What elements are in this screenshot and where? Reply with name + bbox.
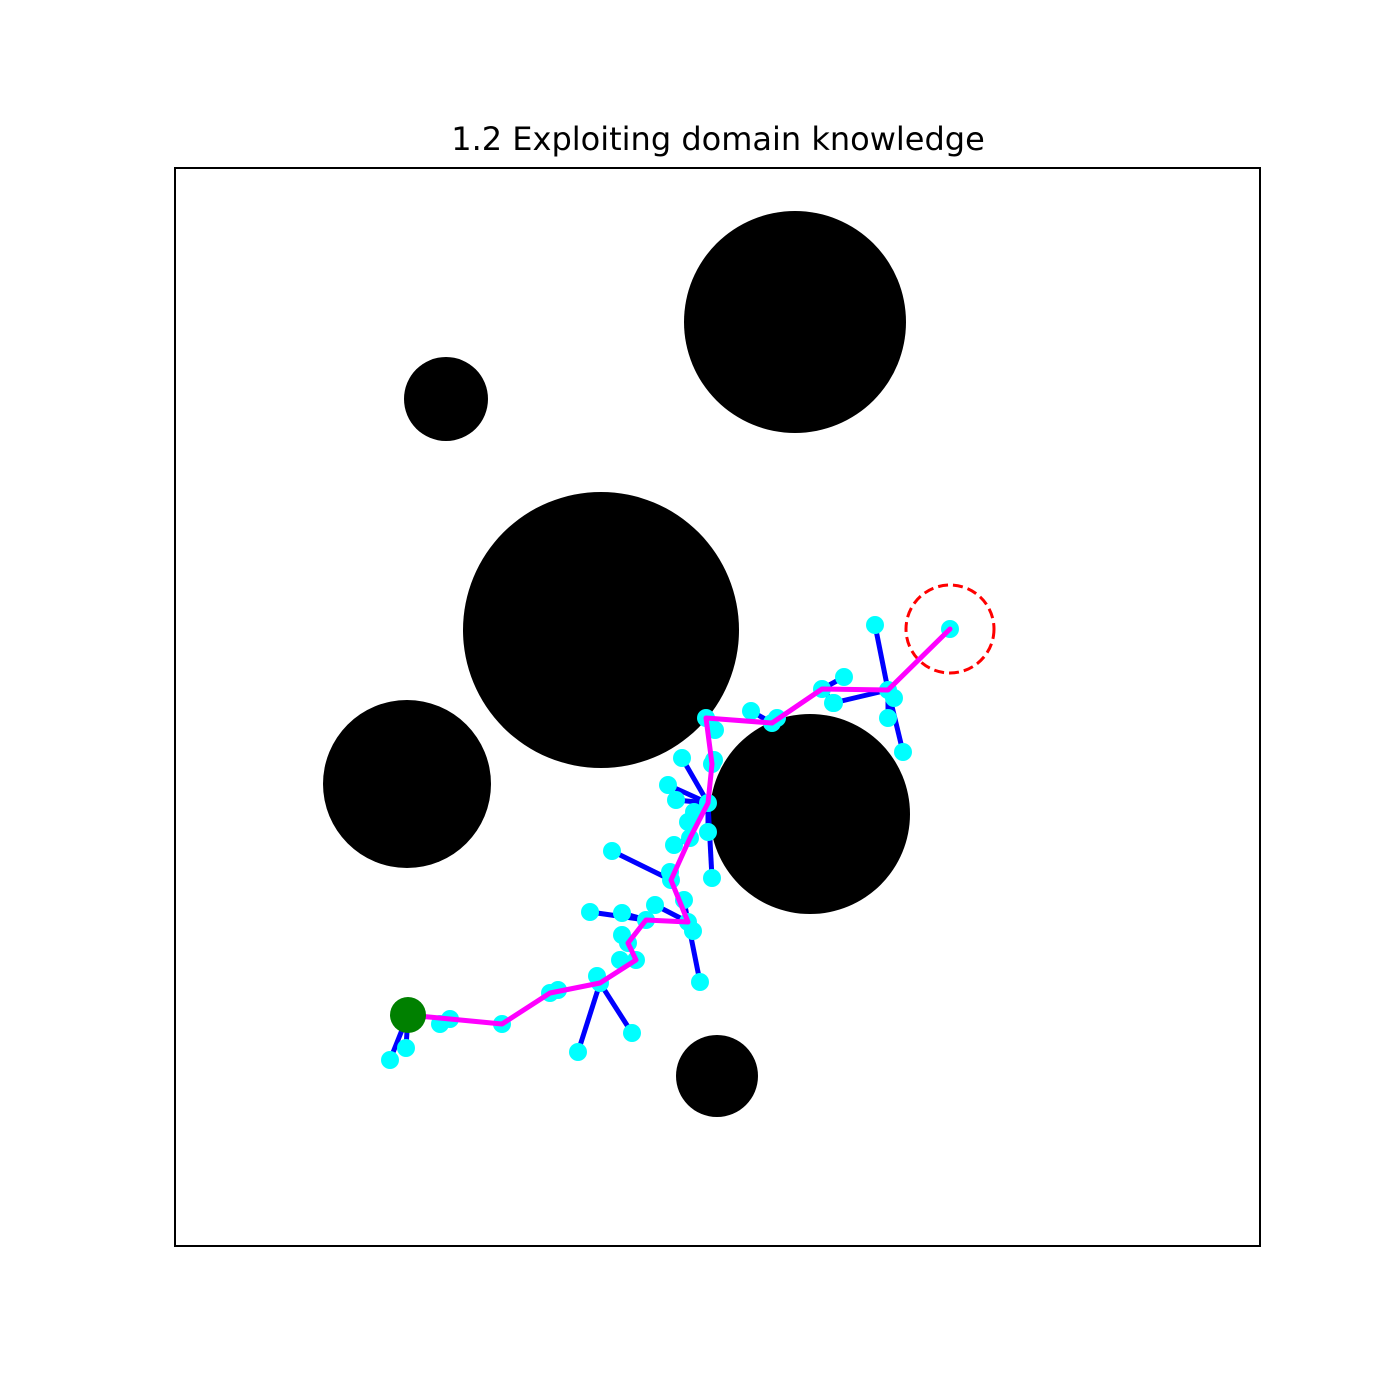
tree-node <box>613 904 631 922</box>
tree-node <box>879 709 897 727</box>
tree-edge <box>575 982 603 1053</box>
obstacle-left <box>323 700 491 868</box>
tree-edge <box>597 981 635 1035</box>
tree-node <box>894 743 912 761</box>
obstacle-right-center <box>710 714 910 914</box>
axes-frame <box>174 167 1261 1247</box>
tree-node <box>679 813 697 831</box>
tree-node <box>581 903 599 921</box>
tree-node <box>835 668 853 686</box>
tree-node <box>603 842 621 860</box>
tree-node <box>665 836 683 854</box>
tree-node <box>699 823 717 841</box>
tree-node <box>623 1024 641 1042</box>
tree-node <box>569 1043 587 1061</box>
tree-node <box>885 689 903 707</box>
tree-edge <box>872 624 891 691</box>
start-point <box>390 997 426 1033</box>
tree-node <box>381 1051 399 1069</box>
obstacle-small-bottom <box>676 1035 758 1117</box>
solution-path <box>405 626 953 1027</box>
obstacles <box>323 211 910 1117</box>
tree-node <box>659 776 677 794</box>
tree-node <box>613 926 631 944</box>
tree-node <box>646 896 664 914</box>
tree-node <box>667 791 685 809</box>
tree-node <box>691 973 709 991</box>
obstacle-small-top-left <box>404 357 488 441</box>
tree-node <box>703 869 721 887</box>
tree-node <box>742 702 760 720</box>
tree-node <box>866 616 884 634</box>
tree-node <box>673 749 691 767</box>
obstacle-top-right <box>684 211 906 433</box>
tree-node <box>684 922 702 940</box>
plot-title: 1.2 Exploiting domain knowledge <box>451 120 985 158</box>
tree-edge <box>610 848 673 883</box>
tree-node <box>824 694 842 712</box>
obstacle-large-center <box>463 492 739 768</box>
goal-region <box>904 583 996 675</box>
tree-node <box>397 1039 415 1057</box>
